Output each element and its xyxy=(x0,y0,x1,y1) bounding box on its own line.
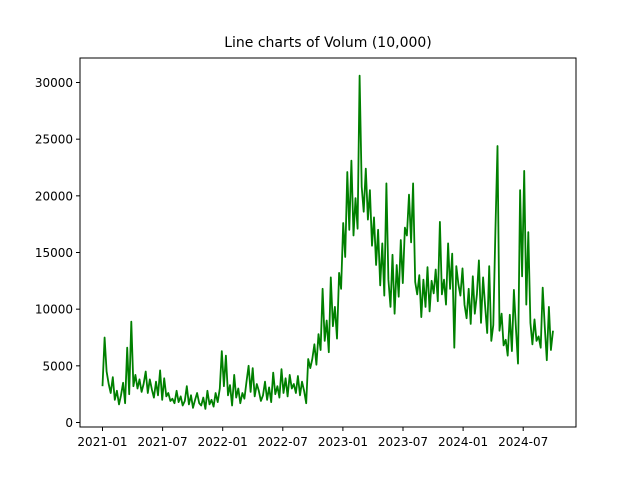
svg-text:2024-01: 2024-01 xyxy=(438,435,488,449)
svg-text:2022-07: 2022-07 xyxy=(258,435,308,449)
svg-text:30000: 30000 xyxy=(35,76,73,90)
svg-text:0: 0 xyxy=(65,416,73,430)
chart-title: Line charts of Volum (10,000) xyxy=(224,35,432,51)
y-axis-ticks: 0 5000 10000 15000 20000 25000 30000 xyxy=(35,76,80,430)
svg-text:2021-07: 2021-07 xyxy=(138,435,188,449)
svg-text:10000: 10000 xyxy=(35,303,73,317)
svg-text:15000: 15000 xyxy=(35,246,73,260)
svg-text:2022-01: 2022-01 xyxy=(198,435,248,449)
x-axis-ticks: 2021-01 2021-07 2022-01 2022-07 2023-01 2023-… xyxy=(77,427,548,449)
svg-text:5000: 5000 xyxy=(42,359,73,373)
svg-text:2023-07: 2023-07 xyxy=(378,435,428,449)
svg-text:2021-01: 2021-01 xyxy=(77,435,127,449)
svg-text:2023-01: 2023-01 xyxy=(318,435,368,449)
svg-text:2024-07: 2024-07 xyxy=(498,435,548,449)
plot-line xyxy=(101,74,554,410)
axes-frame xyxy=(79,57,577,428)
svg-text:20000: 20000 xyxy=(35,189,73,203)
svg-text:25000: 25000 xyxy=(35,133,73,147)
